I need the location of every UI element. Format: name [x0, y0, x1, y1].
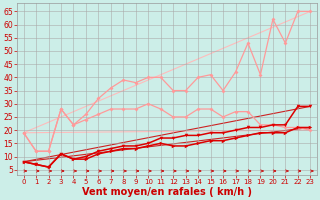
X-axis label: Vent moyen/en rafales ( km/h ): Vent moyen/en rafales ( km/h ) [82, 187, 252, 197]
